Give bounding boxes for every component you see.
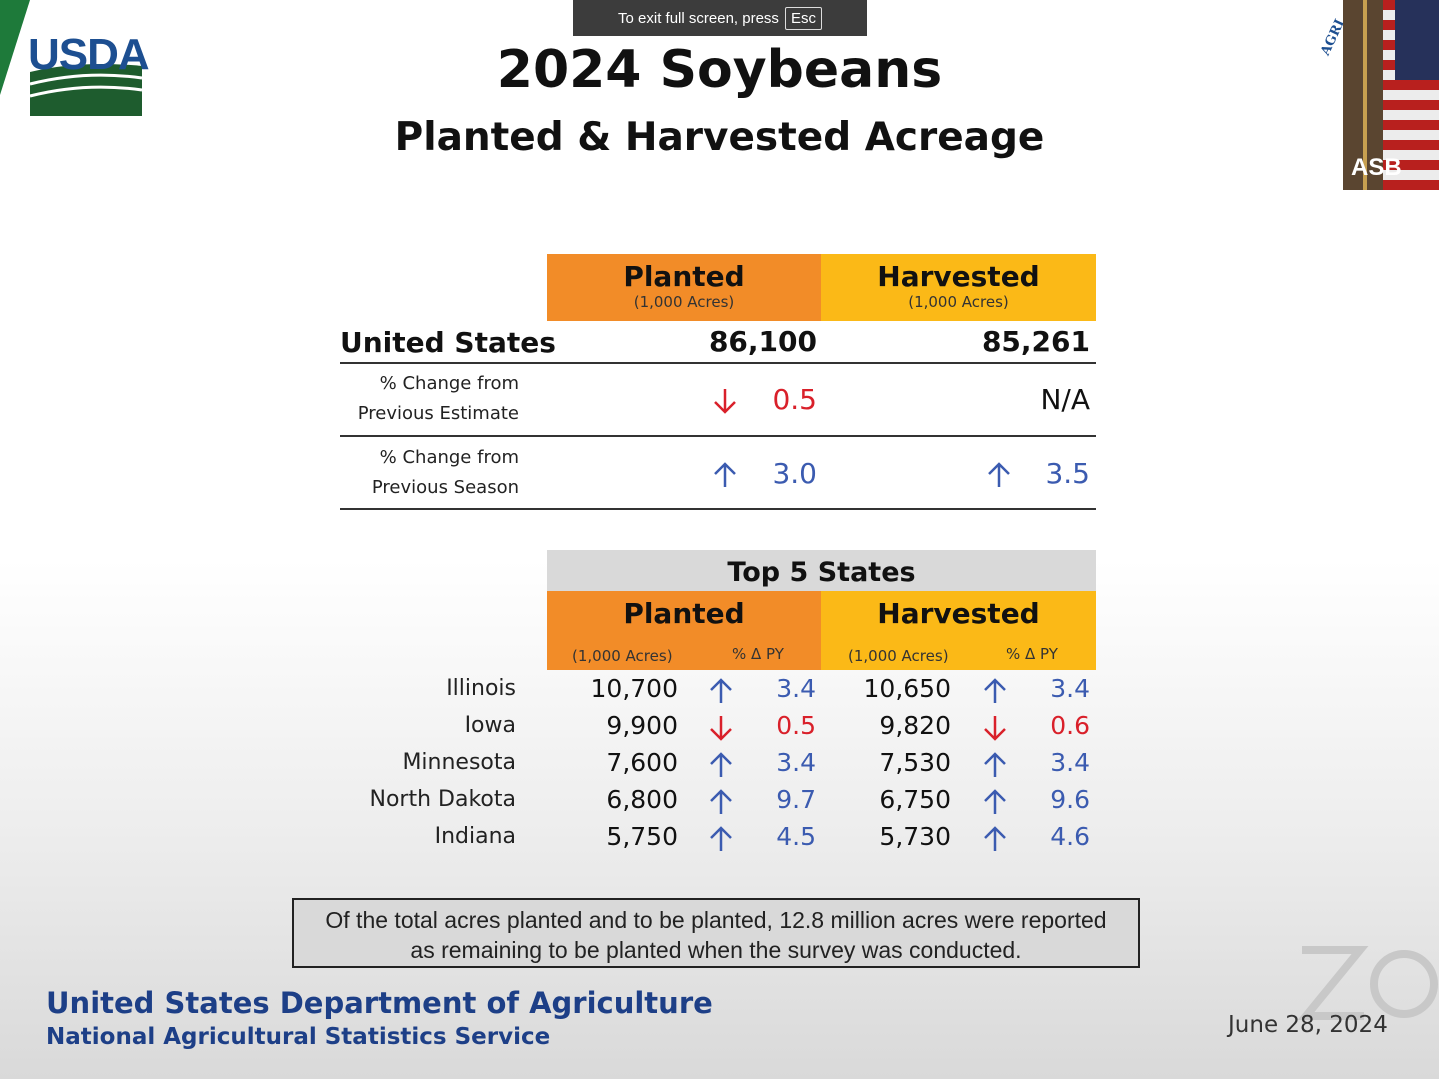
- state-name: Minnesota: [402, 750, 516, 775]
- state-harvested-value: 6,750: [879, 785, 951, 814]
- prev-season-planted-pct: 3.0: [772, 457, 817, 490]
- divider: [340, 362, 1096, 364]
- state-harvested-value: 5,730: [879, 822, 951, 851]
- summary-planted-title: Planted: [623, 260, 745, 293]
- state-harvested-value: 10,650: [863, 674, 951, 703]
- change-prev-season-label: % Change from Previous Season: [300, 443, 519, 503]
- state-planted-pct: 0.5: [776, 711, 816, 740]
- up-arrow-icon: [984, 826, 1006, 851]
- state-harvested-value: 9,820: [879, 711, 951, 740]
- note-line: Of the total acres planted and to be pla…: [325, 907, 1107, 933]
- state-planted-value: 10,700: [590, 674, 678, 703]
- down-arrow-icon: [710, 716, 732, 741]
- us-label: United States: [340, 326, 556, 359]
- top5-harvested-unit: (1,000 Acres): [848, 647, 949, 665]
- state-harvested-pct: 0.6: [1050, 711, 1090, 740]
- label-line: Previous Estimate: [357, 403, 519, 424]
- participant-name-label: ASB: [1351, 154, 1402, 181]
- zoom-watermark-icon: [1298, 946, 1438, 1020]
- top5-harvested-pct-label: % Δ PY: [1006, 645, 1058, 663]
- state-name: Iowa: [464, 713, 516, 738]
- state-harvested-pct: 4.6: [1050, 822, 1090, 851]
- prev-estimate-planted-pct: 0.5: [772, 383, 817, 416]
- us-harvested-value: 85,261: [981, 325, 1090, 358]
- top5-harvested-title: Harvested: [877, 597, 1040, 630]
- divider: [340, 508, 1096, 510]
- slide-subtitle: Planted & Harvested Acreage: [394, 115, 1045, 160]
- label-line: % Change from: [379, 373, 519, 394]
- state-planted-pct: 3.4: [776, 748, 816, 777]
- slide-date: June 28, 2024: [1228, 1012, 1388, 1038]
- usda-wordmark: USDA: [28, 30, 150, 79]
- logo-swoosh-icon: [0, 0, 143, 116]
- state-planted-value: 6,800: [606, 785, 678, 814]
- flag-canton: [1395, 0, 1439, 80]
- up-arrow-icon: [984, 789, 1006, 814]
- top5-planted-pct-label: % Δ PY: [732, 645, 784, 663]
- state-harvested-pct: 3.4: [1050, 748, 1090, 777]
- label-line: Previous Season: [371, 477, 519, 498]
- slide-title: 2024 Soybeans: [496, 40, 943, 100]
- state-planted-pct: 3.4: [776, 674, 816, 703]
- esc-key-hint[interactable]: Esc: [784, 6, 822, 30]
- up-arrow-icon: [710, 826, 732, 851]
- top5-harvested-header: Harvested (1,000 Acres) % Δ PY: [821, 591, 1096, 670]
- top5-planted-unit: (1,000 Acres): [572, 647, 673, 665]
- fullscreen-exit-notice: To exit full screen, press Esc: [573, 0, 867, 36]
- summary-harvested-unit: (1,000 Acres): [908, 293, 1009, 311]
- state-planted-pct: 4.5: [776, 822, 816, 851]
- state-planted-pct: 9.7: [776, 785, 816, 814]
- summary-harvested-header: Harvested (1,000 Acres): [821, 254, 1096, 321]
- state-harvested-value: 7,530: [879, 748, 951, 777]
- divider: [340, 435, 1096, 437]
- down-arrow-icon: [714, 389, 736, 414]
- state-planted-value: 9,900: [606, 711, 678, 740]
- prev-season-harvested-pct: 3.5: [1045, 457, 1090, 490]
- up-arrow-icon: [984, 678, 1006, 703]
- summary-harvested-title: Harvested: [877, 260, 1040, 293]
- footer-department: United States Department of Agriculture: [46, 986, 713, 1020]
- flag-pole: [1363, 0, 1367, 190]
- state-name: Indiana: [434, 824, 516, 849]
- usda-logo: USDA: [0, 0, 160, 120]
- prev-estimate-harvested-pct: N/A: [1040, 383, 1090, 416]
- summary-planted-header: Planted (1,000 Acres): [547, 254, 821, 321]
- label-line: % Change from: [379, 447, 519, 468]
- down-arrow-icon: [984, 716, 1006, 741]
- change-prev-estimate-label: % Change from Previous Estimate: [300, 369, 519, 429]
- participant-video-tile[interactable]: ASB: [1343, 0, 1439, 190]
- footer-agency: National Agricultural Statistics Service: [46, 1024, 551, 1050]
- state-planted-value: 5,750: [606, 822, 678, 851]
- us-planted-value: 86,100: [708, 325, 817, 358]
- note-line: as remaining to be planted when the surv…: [410, 937, 1022, 963]
- up-arrow-icon: [984, 752, 1006, 777]
- top5-title: Top 5 States: [547, 550, 1096, 591]
- up-arrow-icon: [710, 752, 732, 777]
- fullscreen-notice-text: To exit full screen, press: [618, 9, 779, 27]
- up-arrow-icon: [714, 462, 736, 487]
- state-planted-value: 7,600: [606, 748, 678, 777]
- summary-planted-unit: (1,000 Acres): [633, 293, 735, 311]
- state-harvested-pct: 3.4: [1050, 674, 1090, 703]
- state-harvested-pct: 9.6: [1050, 785, 1090, 814]
- top5-planted-title: Planted: [623, 597, 745, 630]
- up-arrow-icon: [988, 462, 1010, 487]
- state-name: Illinois: [446, 676, 516, 701]
- up-arrow-icon: [710, 678, 732, 703]
- up-arrow-icon: [710, 789, 732, 814]
- state-name: North Dakota: [369, 787, 516, 812]
- survey-note-box: Of the total acres planted and to be pla…: [292, 898, 1140, 968]
- top5-planted-header: Planted (1,000 Acres) % Δ PY: [547, 591, 821, 670]
